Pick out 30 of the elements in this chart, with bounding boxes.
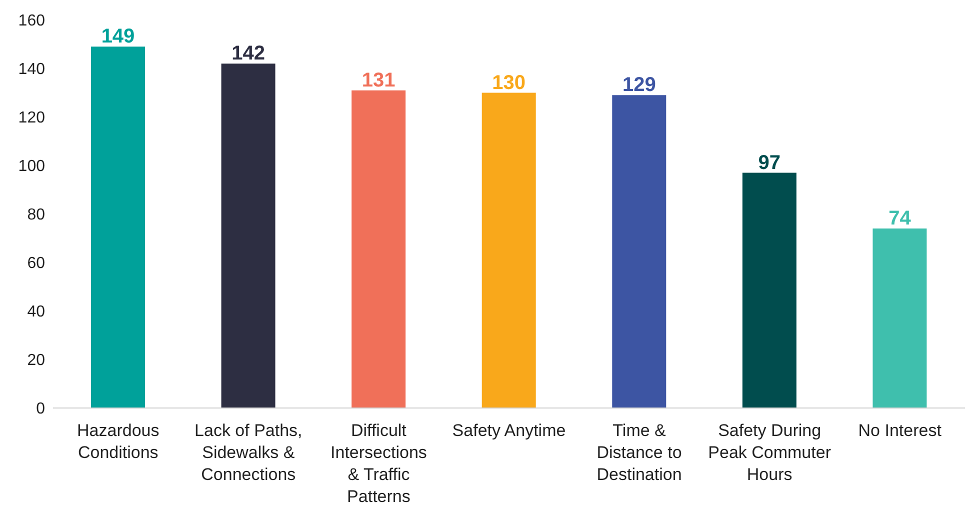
- y-tick-label: 60: [27, 255, 46, 272]
- bar: [612, 95, 666, 408]
- bar: [872, 228, 927, 408]
- data-label: 74: [888, 208, 912, 230]
- data-label: 142: [232, 42, 265, 65]
- y-tick-label: 120: [18, 110, 46, 127]
- y-tick-label: 100: [18, 158, 46, 176]
- y-tick-label: 0: [36, 400, 46, 418]
- y-tick-label: 160: [18, 12, 46, 30]
- data-label: 97: [758, 152, 781, 174]
- bar: [221, 64, 276, 408]
- data-label: 131: [362, 69, 396, 92]
- x-tick-label: Hazardous Conditions: [77, 421, 160, 462]
- y-tick-label: 20: [27, 352, 46, 370]
- data-label: 129: [622, 74, 656, 96]
- data-label: 130: [492, 72, 526, 94]
- bar: [742, 172, 796, 408]
- x-tick-label: Safety Anytime: [452, 421, 566, 440]
- bar: [352, 90, 406, 408]
- y-tick-label: 140: [18, 61, 46, 78]
- bar: [482, 92, 536, 408]
- x-tick-label: Time & Distance to Destination: [596, 421, 682, 484]
- y-tick-label: 80: [27, 206, 46, 224]
- x-tick-label: Lack of Paths, Sidewalks & Connections: [194, 421, 302, 484]
- data-label: 149: [101, 26, 135, 48]
- x-tick-label: No Interest: [858, 421, 942, 440]
- y-tick-label: 40: [27, 304, 46, 321]
- x-tick-label: Difficult Intersections & Traffic Patterns: [330, 421, 427, 506]
- x-tick-label: Safety During Peak Commuter Hours: [708, 421, 832, 484]
- bar: [91, 46, 145, 408]
